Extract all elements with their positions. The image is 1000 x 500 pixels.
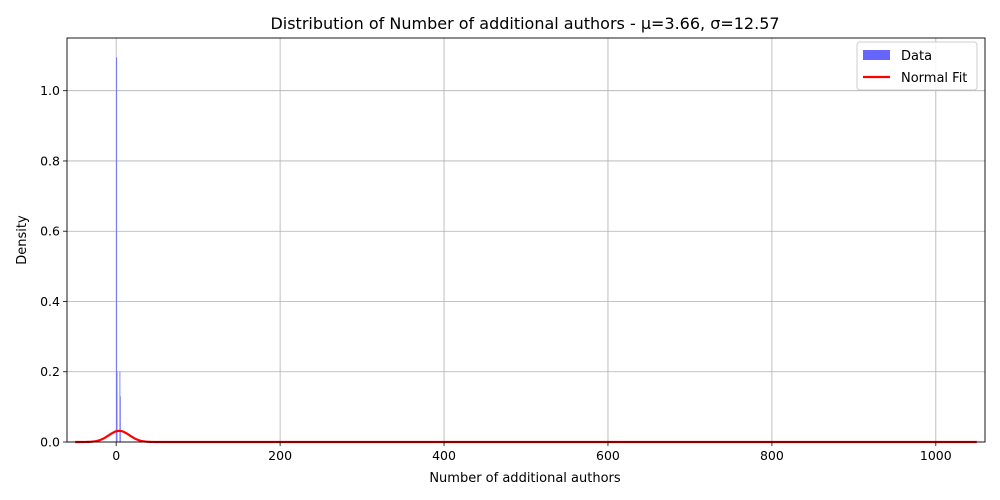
histogram-bar xyxy=(116,371,118,442)
legend-fit-label: Normal Fit xyxy=(901,71,967,86)
y-tick-label: 0.8 xyxy=(40,153,60,168)
x-tick-label: 600 xyxy=(596,448,620,463)
x-axis-label: Number of additional authors xyxy=(429,471,621,486)
y-tick-label: 0.0 xyxy=(40,435,60,450)
x-tick-label: 1000 xyxy=(920,448,952,463)
histogram-bar xyxy=(116,57,118,442)
histogram-bar xyxy=(119,396,121,442)
x-tick-label: 400 xyxy=(432,448,456,463)
legend-data-swatch xyxy=(863,50,890,60)
y-tick-label: 0.2 xyxy=(40,364,60,379)
y-axis-ticks: 0.0 0.2 0.4 0.6 0.8 1.0 xyxy=(40,83,67,450)
x-tick-label: 200 xyxy=(268,448,292,463)
y-tick-label: 0.6 xyxy=(40,224,60,239)
y-tick-label: 1.0 xyxy=(40,83,60,98)
chart-title: Distribution of Number of additional aut… xyxy=(270,14,779,33)
y-tick-label: 0.4 xyxy=(40,294,60,309)
legend: Data Normal Fit xyxy=(856,41,978,91)
axes-frame xyxy=(66,37,986,443)
legend-data-label: Data xyxy=(901,49,932,64)
x-tick-label: 0 xyxy=(112,448,120,463)
y-axis-label: Density xyxy=(15,215,30,265)
histogram-bars xyxy=(116,57,121,442)
x-axis-ticks: 0 200 400 600 800 1000 xyxy=(112,442,952,463)
x-tick-label: 800 xyxy=(760,448,784,463)
